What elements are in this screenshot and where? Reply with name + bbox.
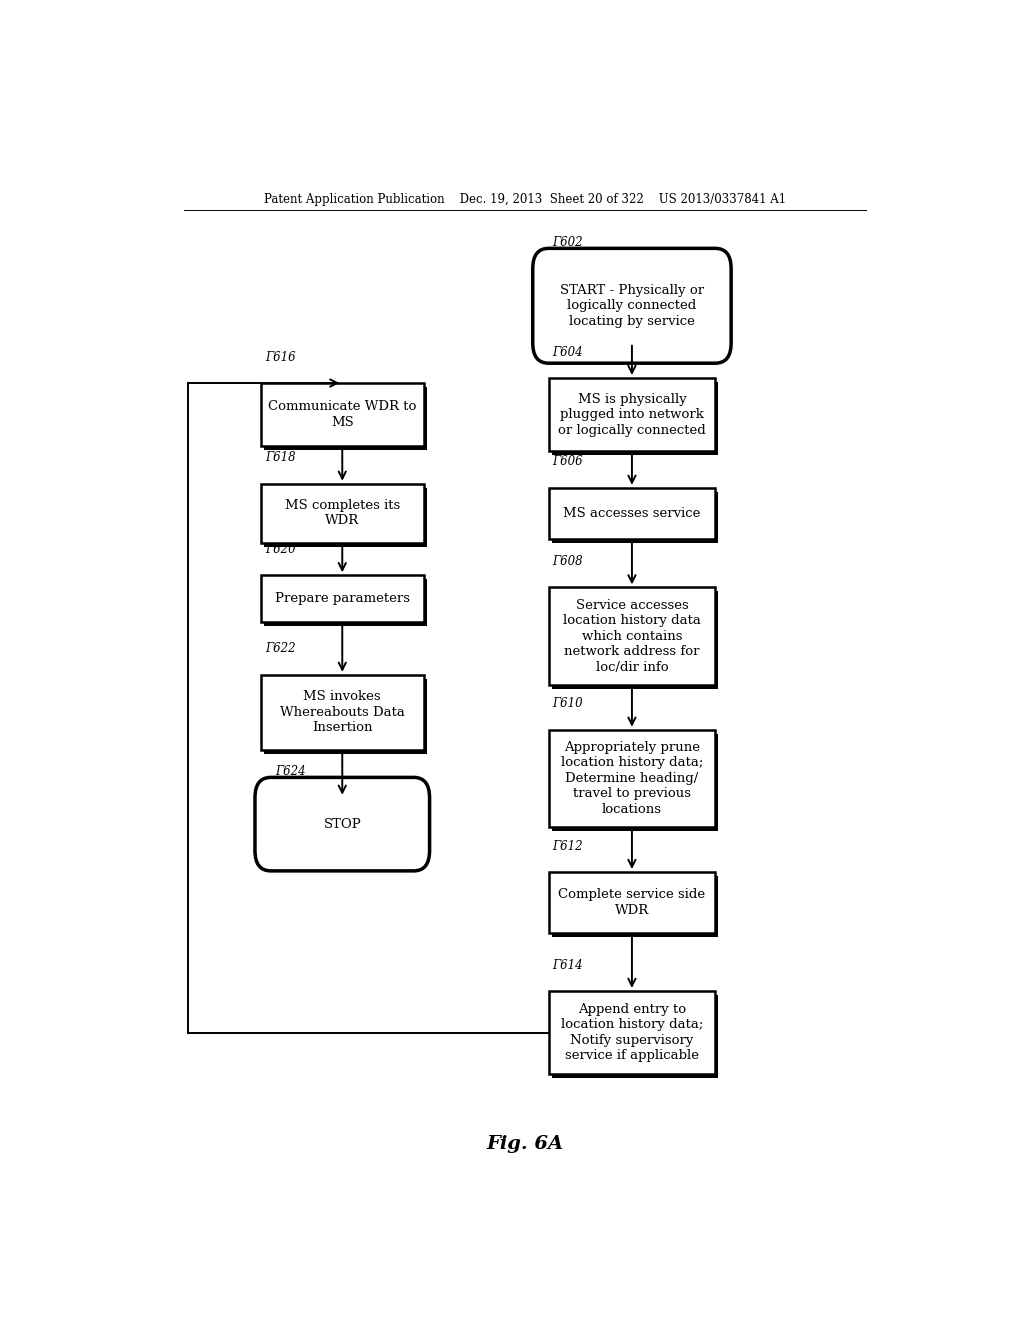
FancyBboxPatch shape <box>255 777 430 871</box>
Bar <box>261 383 424 446</box>
Text: Appropriately prune
location history data;
Determine heading/
travel to previous: Appropriately prune location history dat… <box>561 741 703 816</box>
Text: Γ602: Γ602 <box>553 236 584 249</box>
Bar <box>552 492 719 543</box>
Text: Γ616: Γ616 <box>265 351 296 364</box>
Bar <box>552 876 719 937</box>
Bar <box>264 579 427 626</box>
Text: Γ604: Γ604 <box>553 346 584 359</box>
Bar <box>549 991 715 1074</box>
Bar <box>552 734 719 832</box>
Text: MS accesses service: MS accesses service <box>563 507 700 520</box>
Bar <box>552 381 719 455</box>
Text: STOP: STOP <box>324 817 361 830</box>
Bar <box>264 678 427 754</box>
Text: Communicate WDR to
MS: Communicate WDR to MS <box>268 400 417 429</box>
Bar <box>264 487 427 546</box>
Bar <box>549 730 715 828</box>
Text: Fig. 6A: Fig. 6A <box>486 1135 563 1154</box>
Text: Γ614: Γ614 <box>553 958 584 972</box>
Text: Γ618: Γ618 <box>265 451 296 465</box>
Text: START - Physically or
logically connected
locating by service: START - Physically or logically connecte… <box>560 284 703 327</box>
Bar <box>264 387 427 450</box>
Text: Patent Application Publication    Dec. 19, 2013  Sheet 20 of 322    US 2013/0337: Patent Application Publication Dec. 19, … <box>264 193 785 206</box>
FancyBboxPatch shape <box>532 248 731 363</box>
Bar <box>261 483 424 543</box>
Bar <box>549 587 715 685</box>
Text: Γ612: Γ612 <box>553 840 584 853</box>
Bar <box>552 591 719 689</box>
Text: MS is physically
plugged into network
or logically connected: MS is physically plugged into network or… <box>558 392 706 437</box>
Bar <box>261 576 424 622</box>
Text: Prepare parameters: Prepare parameters <box>274 591 410 605</box>
Text: Γ606: Γ606 <box>553 455 584 469</box>
Text: MS completes its
WDR: MS completes its WDR <box>285 499 400 528</box>
Text: Append entry to
location history data;
Notify supervisory
service if applicable: Append entry to location history data; N… <box>561 1003 703 1063</box>
Bar <box>549 378 715 451</box>
Bar <box>552 995 719 1078</box>
Text: Γ622: Γ622 <box>265 643 296 656</box>
Text: Γ620: Γ620 <box>265 543 296 556</box>
Bar <box>549 487 715 539</box>
Bar <box>261 675 424 750</box>
Text: Γ624: Γ624 <box>274 766 305 779</box>
Text: Service accesses
location history data
which contains
network address for
loc/di: Service accesses location history data w… <box>563 598 700 673</box>
Text: Γ610: Γ610 <box>553 697 584 710</box>
Bar <box>549 873 715 933</box>
Text: Complete service side
WDR: Complete service side WDR <box>558 888 706 916</box>
Text: MS invokes
Whereabouts Data
Insertion: MS invokes Whereabouts Data Insertion <box>280 690 404 734</box>
Text: Γ608: Γ608 <box>553 554 584 568</box>
